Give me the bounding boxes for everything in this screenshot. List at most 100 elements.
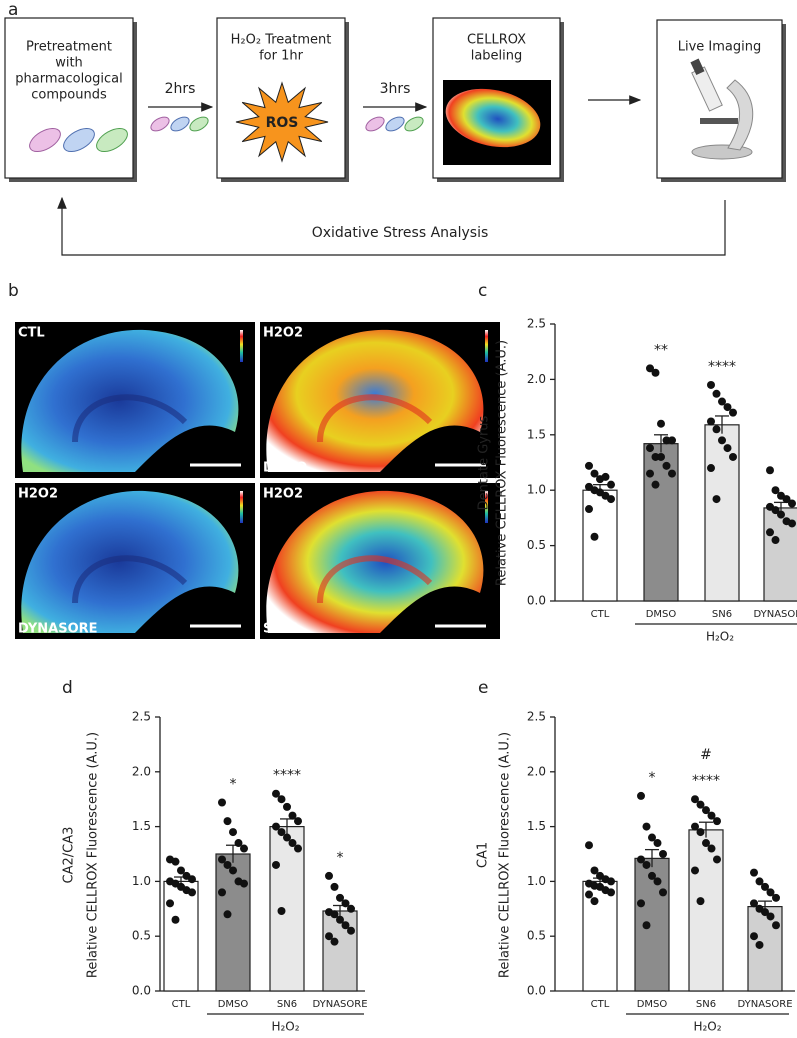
data-point <box>702 839 710 848</box>
data-point <box>691 822 699 831</box>
data-point <box>607 888 615 897</box>
x-tick-label: CTL <box>172 999 191 1010</box>
data-point <box>585 841 593 850</box>
data-point <box>659 850 667 858</box>
data-point <box>325 932 333 941</box>
data-point <box>277 795 286 804</box>
data-point <box>648 833 656 842</box>
data-point <box>223 860 232 869</box>
data-point <box>336 893 344 902</box>
data-point <box>766 528 774 537</box>
data-point <box>283 833 291 842</box>
data-point <box>772 893 780 902</box>
y-axis-label: Relative CELLROX Fluorescence (A.U.) <box>86 732 101 978</box>
data-point <box>750 899 758 908</box>
tile-label: SN-6 <box>263 622 298 637</box>
significance-label: **** <box>692 773 720 789</box>
color-scale <box>240 330 243 362</box>
step-text: pharmacological <box>15 72 122 87</box>
data-point <box>347 926 355 935</box>
step-text: H₂O₂ Treatment <box>231 33 332 48</box>
data-point <box>646 444 654 453</box>
y-tick-label: 0.5 <box>527 538 546 552</box>
data-point <box>707 380 715 389</box>
data-point <box>590 897 599 906</box>
slice-layer <box>317 394 433 443</box>
significance-label: **** <box>273 768 301 784</box>
data-point <box>696 800 705 809</box>
panel-label: a <box>8 0 18 20</box>
y-tick-label: 2.5 <box>132 710 151 724</box>
data-point <box>585 890 593 899</box>
x-tick-label: DMSO <box>637 999 668 1010</box>
step-text: with <box>55 56 83 71</box>
data-point <box>607 495 615 504</box>
x-tick-label: DYNASORE <box>753 609 797 620</box>
data-point <box>707 417 715 426</box>
data-point <box>761 908 769 917</box>
data-point <box>171 857 180 866</box>
data-point <box>782 495 791 504</box>
data-point <box>668 436 676 445</box>
data-point <box>713 817 721 826</box>
data-point <box>223 817 232 826</box>
data-point <box>294 817 302 826</box>
y-tick-label: 1.5 <box>527 819 546 833</box>
bar <box>582 880 618 992</box>
step-text: for 1hr <box>259 49 304 64</box>
data-point <box>750 868 758 877</box>
step-text: CELLROX <box>467 33 526 48</box>
data-point <box>272 860 280 869</box>
ros-star <box>235 81 329 163</box>
step-text: labeling <box>471 49 523 64</box>
step-text: compounds <box>31 88 107 103</box>
compound-icon <box>404 116 424 132</box>
data-point <box>585 461 593 470</box>
data-point <box>702 806 710 815</box>
data-point <box>229 828 237 837</box>
data-point <box>755 877 764 886</box>
compound-icon <box>29 127 61 153</box>
data-point <box>729 408 737 417</box>
data-point <box>771 536 780 545</box>
interval-label: 2hrs <box>165 81 196 97</box>
data-point <box>177 866 185 875</box>
step-text: Pretreatment <box>26 40 112 55</box>
data-point <box>218 888 226 897</box>
bar <box>163 880 199 992</box>
data-point <box>166 899 174 908</box>
ros-badge: ROS <box>266 115 299 131</box>
tile-label: H2O2 <box>263 326 303 341</box>
y-tick-label: 0.0 <box>132 984 151 998</box>
data-point <box>659 888 667 897</box>
data-point <box>601 472 610 481</box>
y-tick-label: 2.0 <box>132 764 151 778</box>
data-point <box>718 397 726 406</box>
data-point <box>240 879 248 888</box>
data-point <box>771 486 780 495</box>
data-point <box>347 904 355 913</box>
group-label: H₂O₂ <box>693 1020 721 1034</box>
data-point <box>651 452 660 461</box>
compound-icon <box>189 116 209 132</box>
data-point <box>713 855 721 864</box>
microscope-base <box>691 144 753 160</box>
data-point <box>330 882 339 891</box>
data-point <box>712 495 721 504</box>
significance-label: * <box>649 770 656 786</box>
bar <box>688 829 724 992</box>
interval-label: 3hrs <box>380 81 411 97</box>
slice-layer <box>317 555 433 604</box>
data-point <box>277 828 286 837</box>
feedback-label: Oxidative Stress Analysis <box>312 225 489 241</box>
y-axis-label: Relative CELLROX Fluorescence (A.U.) <box>495 340 510 586</box>
data-point <box>171 915 180 924</box>
data-point <box>218 855 226 864</box>
microscope-stage <box>700 118 738 124</box>
significance-label: **** <box>708 359 736 375</box>
bar <box>215 853 251 992</box>
slice-layer <box>72 555 188 604</box>
data-point <box>771 506 780 515</box>
data-point <box>223 910 232 919</box>
data-point <box>662 436 671 445</box>
